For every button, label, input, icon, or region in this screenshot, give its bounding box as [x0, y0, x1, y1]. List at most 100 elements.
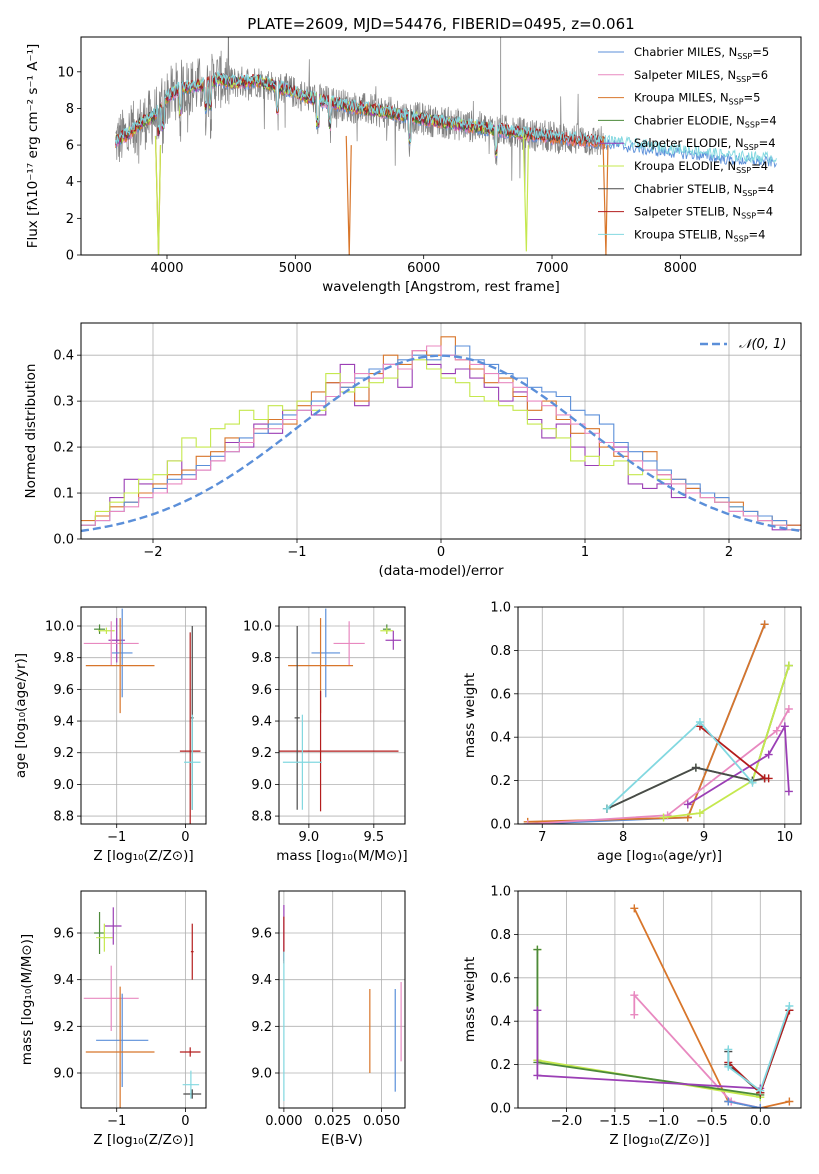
age_vs_z-point-salpeter_miles: [83, 621, 139, 666]
weight_vs_z-xtick-label: −2.0: [551, 1114, 583, 1129]
mass_vs_z-ytick-label: 9.0: [53, 1067, 74, 1082]
age_vs_z-ytick-label: 9.6: [53, 683, 74, 698]
salpeter_stelib-weight-marker: [764, 774, 773, 783]
kroupa_stelib-model-line: [115, 70, 777, 164]
age_vs_z-point-chabrier_miles: [111, 608, 133, 698]
salpeter_elodie-weight-line: [687, 723, 790, 806]
salpeter_miles-weight-line: [633, 992, 761, 1108]
residual_histogram-xtick-label: 2: [725, 545, 733, 560]
chabrier_stelib-weight-line: [606, 766, 765, 810]
legend-label-sub: SSP: [744, 143, 759, 152]
weight_vs_z-xtick-label: −1.5: [599, 1114, 631, 1129]
salpeter_elodie-weight-marker: [683, 800, 692, 809]
mass_vs_z-xtick-label: 0: [181, 1114, 189, 1129]
weight_vs_z-xtick-label: −1.0: [648, 1114, 680, 1129]
mass_vs_z-ylabel: mass [log₁₀(M/M⊙)]: [19, 934, 35, 1065]
spectrum-frame: [80, 36, 802, 256]
kroupa_elodie-weight-marker: [695, 809, 704, 818]
weight_vs_age-ytick-label: 0.0: [490, 818, 511, 833]
age_vs_mass-point-kroupa_stelib: [282, 714, 322, 810]
legend-label-text: Chabrier MILES, N: [634, 45, 737, 59]
kroupa_miles-weight-marker: [760, 620, 769, 629]
age_vs_mass-xlabel: mass [log₁₀(M/M⊙)]: [276, 848, 407, 864]
observed-spectrum-line: [115, 37, 604, 193]
mass_vs_z-xtick-label: −1: [107, 1114, 126, 1129]
weight_vs_age-frame: [517, 606, 802, 825]
kroupa_miles-weight-marker: [630, 904, 639, 913]
legend-label-text: Kroupa ELODIE, N: [634, 159, 736, 173]
weight_vs_z-ylabel: mass weight: [462, 957, 478, 1042]
age_vs_z-point-kroupa_elodie: [98, 627, 115, 634]
spectrum-legend: Chabrier MILES, N SSP =5 Salpeter MILES, NS…: [598, 45, 777, 243]
residual_histogram-frame: [80, 322, 802, 540]
spectrum-xlabel: wavelength [Angstrom, rest frame]: [322, 279, 560, 295]
age_vs_z-axes: −1 0 8.8 9.0 9.2 9.4 9.6 9.8 10.0 Z [log₁₀(Z/Z⊙)]…: [13, 607, 206, 864]
age_vs_mass-ytick-label: 9.2: [251, 746, 272, 761]
legend-label-kroupa_stelib: Kroupa STELIB, NSSP=4: [634, 227, 765, 243]
age_vs_mass-ytick-label: 9.6: [251, 683, 272, 698]
weight_vs_age-ytick-label: 0.4: [490, 731, 511, 746]
legend-label-suffix: =5: [744, 91, 761, 105]
mass_vs_z-point-chabrier_elodie: [94, 912, 106, 954]
mass_vs_z-point-chabrier_miles: [96, 993, 149, 1087]
legend-label-sub: SSP: [734, 234, 749, 243]
legend-label-text: Chabrier ELODIE, N: [634, 113, 745, 127]
weight_vs_age-ytick-label: 0.6: [490, 687, 511, 702]
kroupa_stelib-weight-marker: [724, 1062, 733, 1071]
legend-label-suffix: =4: [759, 136, 776, 150]
residual_histogram-ytick-label: 0.1: [53, 487, 74, 502]
kroupa_stelib-weight-marker: [695, 718, 704, 727]
model-dip-line: [154, 135, 162, 255]
residual_histogram-xtick-label: 0: [437, 545, 445, 560]
residual_histogram-ytick-label: 0.0: [53, 533, 74, 548]
spectrum-ytick-label: 6: [66, 139, 74, 154]
legend-label-chabrier_stelib: Chabrier STELIB, NSSP=4: [634, 182, 774, 198]
mass_vs_ebv-ytick-label: 9.4: [251, 973, 272, 988]
model-dip-line: [345, 135, 352, 255]
weight_vs_z-ytick-label: 0.4: [490, 1015, 511, 1030]
mass_vs_ebv-frame: [278, 890, 406, 1109]
weight_vs_age-ytick-label: 0.2: [490, 774, 511, 789]
kroupa_stelib-weight-marker: [756, 1086, 765, 1095]
residual_histogram-ylabel: Normed distribution: [23, 364, 39, 499]
weight_vs_z-ytick-label: 0.2: [490, 1058, 511, 1073]
weight_vs_age-xtick-label: 10: [777, 830, 794, 845]
age_vs_mass-axes: 9.0 9.5 8.8 9.0 9.2 9.4 9.6 9.8 10.0 mass [log₁₀(…: [243, 607, 408, 864]
kroupa_miles-weight-marker: [785, 1097, 794, 1106]
chabrier_elodie-weight-marker: [533, 945, 542, 954]
age_vs_z-xtick-label: 0: [181, 830, 189, 845]
legend-label-salpeter_miles: Salpeter MILES, NSSP=6: [634, 68, 768, 84]
salpeter_elodie-weight-marker: [533, 1071, 542, 1080]
legend-label-suffix: =4: [756, 205, 773, 219]
salpeter_elodie-weight-marker: [784, 787, 793, 796]
legend-label-sub: SSP: [736, 75, 751, 84]
mass_vs_z-point-kroupa_stelib: [182, 1070, 200, 1099]
legend-label-suffix: =6: [751, 68, 768, 82]
mass_vs_z-point-salpeter_stelib: [190, 923, 194, 980]
age_vs_mass-ytick-label: 9.0: [251, 778, 272, 793]
kroupa_miles-weight-line: [527, 624, 766, 823]
spectrum-xtick-label: 5000: [279, 261, 312, 276]
age_vs_mass-point-chabrier_stelib: [294, 626, 300, 810]
kroupa_elodie-weight-marker: [659, 813, 668, 822]
residual_histogram-xtick-label: −1: [287, 545, 306, 560]
spectrum-ytick-label: 0: [66, 249, 74, 264]
mass_vs_z-ytick-label: 9.6: [53, 927, 74, 942]
legend-label-text: Salpeter STELIB, N: [634, 205, 741, 219]
weight_vs_z-frame: [517, 890, 802, 1109]
age_vs_z-point-kroupa_stelib: [184, 714, 201, 810]
age_vs_z-point-kroupa_miles: [85, 618, 155, 714]
mass_vs_z-point-salpeter_elodie: [105, 907, 122, 945]
weight_vs_z-lines: [533, 904, 794, 1108]
mass_vs_z-point-kroupa_miles: [85, 986, 155, 1108]
spectrum-title: PLATE=2609, MJD=54476, FIBERID=0495, z=0…: [247, 15, 634, 33]
age_vs_z-ytick-label: 9.2: [53, 746, 74, 761]
weight_vs_age-xtick-label: 8: [619, 830, 627, 845]
chabrier_miles-histogram-line: [81, 345, 801, 531]
salpeter_miles-weight-marker: [630, 991, 639, 1000]
weight_vs_age-ytick-label: 0.8: [490, 644, 511, 659]
mass_vs_z-points: [83, 907, 202, 1108]
kroupa_stelib-weight-marker: [724, 1045, 733, 1054]
legend-label-suffix: =4: [751, 159, 768, 173]
weight_vs_z-ytick-label: 0.0: [490, 1102, 511, 1117]
